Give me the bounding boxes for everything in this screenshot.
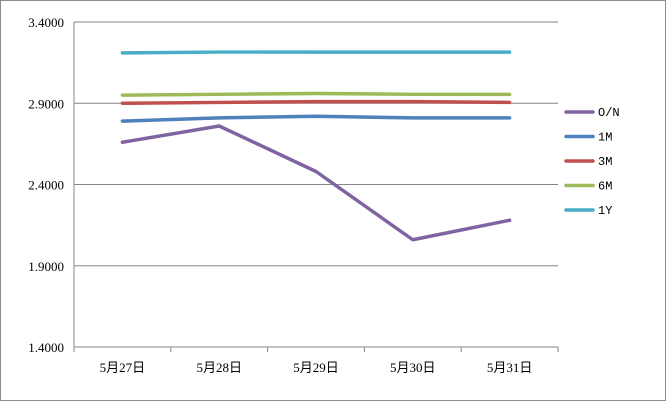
legend-item: 1M [564,131,612,145]
legend: O/N 1M 3M 6M 1Y [564,106,620,218]
series-lines [120,50,512,242]
axes [73,22,559,352]
series-line-3m [120,99,512,105]
legend-label: 1Y [598,204,612,218]
y-tick-label: 3.4000 [28,15,64,30]
y-axis-tick-labels: 1.4000 1.9000 2.4000 2.9000 3.4000 [28,15,64,355]
legend-label: 6M [598,180,612,194]
x-tick-label: 5月31日 [487,360,533,375]
legend-item: 1Y [564,204,612,218]
legend-item: 3M [564,155,612,169]
x-tick-label: 5月29日 [293,360,339,375]
x-tick-label: 5月28日 [196,360,242,375]
series-line-6m [120,91,512,97]
legend-label: 1M [598,131,612,145]
y-tick-label: 2.9000 [28,96,64,111]
y-tick-label: 2.4000 [28,178,64,193]
y-tick-label: 1.4000 [28,340,64,355]
legend-label: 3M [598,155,612,169]
legend-item: O/N [564,106,620,120]
x-axis-tick-labels: 5月27日 5月28日 5月29日 5月30日 5月31日 [100,360,533,375]
series-line-on [120,124,512,242]
y-tick-label: 1.9000 [28,259,64,274]
series-line-1y [120,50,512,55]
x-tick-label: 5月27日 [100,360,146,375]
x-tick-label: 5月30日 [390,360,436,375]
legend-label: O/N [598,106,620,120]
series-line-1m [120,114,512,123]
gridlines [74,21,558,348]
legend-item: 6M [564,180,612,194]
